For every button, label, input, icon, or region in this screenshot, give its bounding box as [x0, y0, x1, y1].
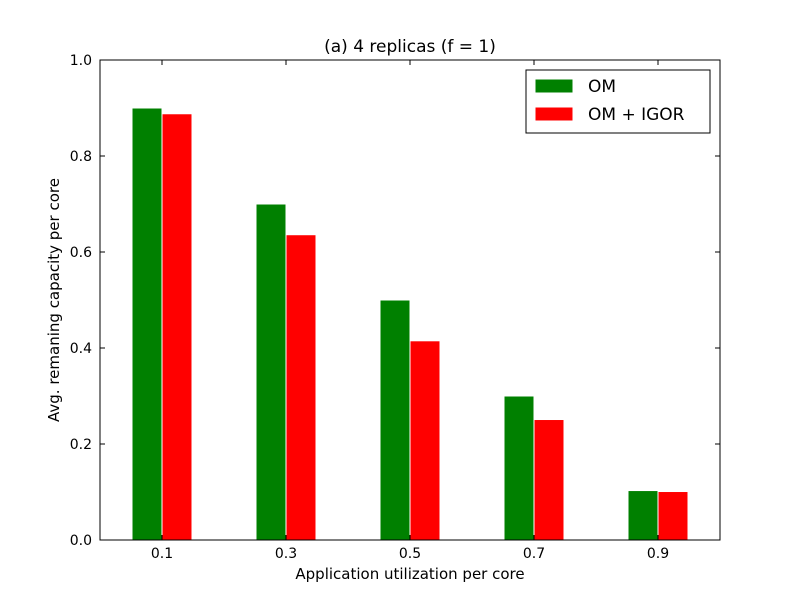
y-axis-label: Avg. remaning capacity per core	[45, 178, 63, 422]
bar-om-igor-0.1	[161, 113, 193, 541]
legend-label: OM + IGOR	[588, 105, 685, 125]
y-tick-label: 0.0	[70, 533, 92, 549]
y-tick-label: 0.8	[70, 149, 92, 165]
bar-om-0.1	[131, 107, 163, 541]
chart-title: (a) 4 replicas (f = 1)	[324, 37, 496, 57]
y-tick-label: 0.6	[70, 245, 92, 261]
bars-group	[131, 107, 689, 541]
x-axis: 0.1 0.3 0.5 0.7 0.9	[151, 60, 669, 562]
bar-om-0.5	[379, 299, 411, 541]
y-tick-label: 0.2	[70, 437, 92, 453]
x-axis-label: Application utilization per core	[295, 565, 524, 583]
x-tick-label: 0.3	[275, 546, 297, 562]
x-tick-label: 0.7	[523, 546, 545, 562]
y-axis: 0.0 0.2 0.4 0.6 0.8 1.0	[70, 53, 720, 549]
y-tick-label: 1.0	[70, 53, 92, 69]
bar-om-0.7	[503, 395, 535, 541]
bar-om-0.9	[627, 490, 659, 541]
legend-label: OM	[588, 77, 616, 97]
legend-swatch-om	[534, 78, 574, 94]
x-tick-label: 0.5	[399, 546, 421, 562]
bar-om-igor-0.5	[409, 340, 441, 541]
bar-om-igor-0.3	[285, 234, 317, 541]
bar-om-igor-0.7	[533, 419, 565, 541]
bar-om-igor-0.9	[657, 491, 689, 541]
x-tick-label: 0.9	[647, 546, 669, 562]
bar-om-0.3	[255, 203, 287, 541]
legend: OM OM + IGOR	[525, 69, 711, 134]
legend-swatch-om-igor	[534, 106, 574, 122]
x-tick-label: 0.1	[151, 546, 173, 562]
y-tick-label: 0.4	[70, 341, 92, 357]
